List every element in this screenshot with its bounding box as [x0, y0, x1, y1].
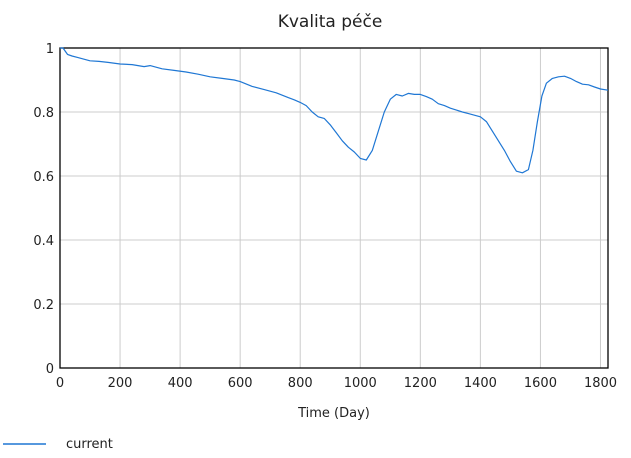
x-tick-label: 1400: [464, 376, 497, 391]
x-tick-label: 1000: [344, 376, 377, 391]
plot-frame: [59, 47, 609, 369]
chart-title: Kvalita péče: [278, 12, 383, 32]
legend-label-current: current: [66, 437, 113, 452]
series-line-current: [60, 47, 609, 174]
x-tick-label: 0: [56, 376, 64, 391]
y-tick-label: 0.4: [33, 234, 54, 249]
grid: [59, 47, 608, 369]
x-tick-label: 1600: [524, 376, 557, 391]
x-axis-label: Time (Day): [297, 406, 370, 421]
y-tick-label: 0.2: [33, 298, 54, 313]
x-tick-label: 1800: [584, 376, 617, 391]
y-tick-label: 0.6: [33, 170, 54, 185]
x-tick-label: 1200: [404, 376, 437, 391]
y-tick-label: 0.8: [33, 106, 54, 121]
x-tick-label: 200: [108, 376, 133, 391]
y-axis-ticks: 0 0.2 0.4 0.6 0.8 1: [33, 42, 54, 377]
y-tick-label: 0: [46, 362, 54, 377]
x-tick-label: 600: [228, 376, 253, 391]
y-tick-label: 1: [46, 42, 54, 57]
legend: current: [3, 437, 113, 452]
x-axis-ticks: 0 200 400 600 800 1000 1200 1400 1600 1800: [56, 376, 617, 391]
x-tick-label: 400: [168, 376, 193, 391]
x-tick-label: 800: [288, 376, 313, 391]
